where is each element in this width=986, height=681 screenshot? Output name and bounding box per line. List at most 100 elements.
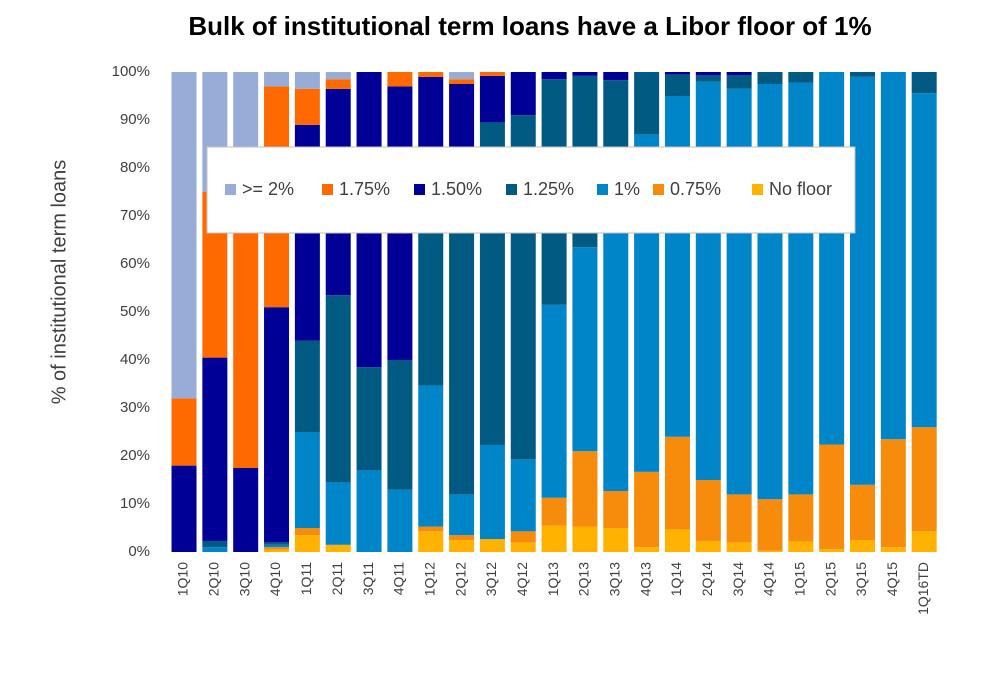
bar-segment xyxy=(356,470,382,552)
bar-segment xyxy=(880,547,906,552)
x-tick-label: 4Q14 xyxy=(761,562,777,596)
bar-segment xyxy=(911,93,937,428)
y-tick-label: 10% xyxy=(120,495,150,512)
legend-label: 1.50% xyxy=(431,179,482,199)
bar-segment xyxy=(418,531,444,552)
bar-segment xyxy=(294,340,320,432)
bar-segment xyxy=(541,304,567,498)
x-tick-label: 1Q12 xyxy=(421,562,437,596)
x-tick-label: 4Q11 xyxy=(391,562,407,595)
bar-segment xyxy=(202,540,228,548)
bar-segment xyxy=(695,480,721,541)
bar-segment xyxy=(880,439,906,548)
bar-segment xyxy=(911,427,937,532)
y-tick-label: 80% xyxy=(120,159,150,176)
bar-segment xyxy=(664,529,690,552)
bar-segment xyxy=(695,75,721,82)
x-tick-label: 2Q12 xyxy=(452,562,468,596)
bar-segment xyxy=(387,489,413,552)
bar-segment xyxy=(449,540,475,552)
bar-segment xyxy=(788,494,814,542)
bar-segment xyxy=(449,79,475,84)
bar-segment xyxy=(880,72,906,440)
bar-segment xyxy=(294,72,320,89)
bar-segment xyxy=(911,531,937,552)
x-tick-label: 3Q12 xyxy=(483,562,499,596)
x-tick-label: 3Q10 xyxy=(236,562,252,596)
x-tick-label: 3Q14 xyxy=(730,562,746,596)
bar-segment xyxy=(603,491,629,528)
bar-segment xyxy=(202,357,228,541)
legend-label: 1% xyxy=(614,179,640,199)
bar-segment xyxy=(264,549,290,552)
bar-segment xyxy=(603,72,629,81)
x-tick-label: 3Q13 xyxy=(606,562,622,596)
bar-segment xyxy=(572,247,598,452)
y-tick-label: 0% xyxy=(128,543,150,560)
bar-segment xyxy=(449,494,475,536)
y-tick-label: 40% xyxy=(120,351,150,368)
bar-segment xyxy=(510,72,536,116)
bar-segment xyxy=(418,385,444,527)
y-tick-label: 30% xyxy=(120,399,150,416)
x-tick-label: 1Q14 xyxy=(668,562,684,596)
bar-segment xyxy=(294,535,320,552)
legend-swatch xyxy=(414,184,425,195)
bar-segment xyxy=(264,542,290,545)
plot: 0% 10% 20% 30% 40% 50% 60% 70% 80% 90% 100% 1Q10 2Q1… xyxy=(112,63,937,615)
x-tick-label: 2Q14 xyxy=(699,562,715,596)
bar-segment xyxy=(233,468,259,552)
x-tick-label: 3Q11 xyxy=(360,562,376,595)
legend: >= 2% 1.75% 1.50% 1.25% 1% 0.75% No floor xyxy=(206,146,856,234)
bar-segment xyxy=(850,540,875,552)
bar-segment xyxy=(325,72,351,80)
bar-segment xyxy=(726,72,752,76)
bar-segment xyxy=(664,74,690,96)
bar-segment xyxy=(479,539,505,552)
y-tick-label: 20% xyxy=(120,447,150,464)
x-tick-label: 4Q10 xyxy=(267,562,283,596)
bar-segment xyxy=(294,432,320,528)
bar-segment xyxy=(850,76,875,485)
bar-segment xyxy=(726,494,752,543)
legend-swatch xyxy=(597,184,608,195)
bar-segment xyxy=(819,444,845,550)
bar-segment xyxy=(449,535,475,540)
bar-segment xyxy=(325,79,351,89)
bar-segment xyxy=(572,72,598,76)
bar-segment xyxy=(171,72,197,399)
bar-segment xyxy=(294,88,320,125)
bar-segment xyxy=(788,541,814,552)
bar-segment xyxy=(325,482,351,545)
bar-segment xyxy=(479,75,505,123)
legend-label: 0.75% xyxy=(670,179,721,199)
legend-label: No floor xyxy=(769,179,832,199)
bar-segment xyxy=(294,528,320,536)
bar-segment xyxy=(510,531,536,543)
bar-segment xyxy=(603,192,629,492)
chart-title: Bulk of institutional term loans have a … xyxy=(188,11,871,41)
bar-segment xyxy=(572,526,598,552)
x-tick-label: 1Q15 xyxy=(792,562,808,596)
bar-segment xyxy=(202,547,228,552)
bar-segment xyxy=(541,497,567,526)
bar-segment xyxy=(726,542,752,552)
bar-segment xyxy=(664,72,690,75)
bar-segment xyxy=(819,549,845,552)
bar-segment xyxy=(510,459,536,532)
y-tick-label: 50% xyxy=(120,303,150,320)
legend-label: >= 2% xyxy=(242,179,294,199)
bar-segment xyxy=(695,72,721,76)
y-axis-label: % of institutional term loans xyxy=(48,160,70,405)
legend-label: 1.75% xyxy=(339,179,390,199)
bar-segment xyxy=(757,499,783,551)
bar-segment xyxy=(850,484,875,540)
bar-segment xyxy=(695,540,721,552)
bar-segment xyxy=(757,72,783,84)
bar-segment xyxy=(264,307,290,543)
bar-segment xyxy=(664,436,690,530)
bar-segment xyxy=(479,444,505,540)
bar-segment xyxy=(418,526,444,532)
y-tick-label: 70% xyxy=(120,207,150,224)
bar-segment xyxy=(171,465,197,552)
